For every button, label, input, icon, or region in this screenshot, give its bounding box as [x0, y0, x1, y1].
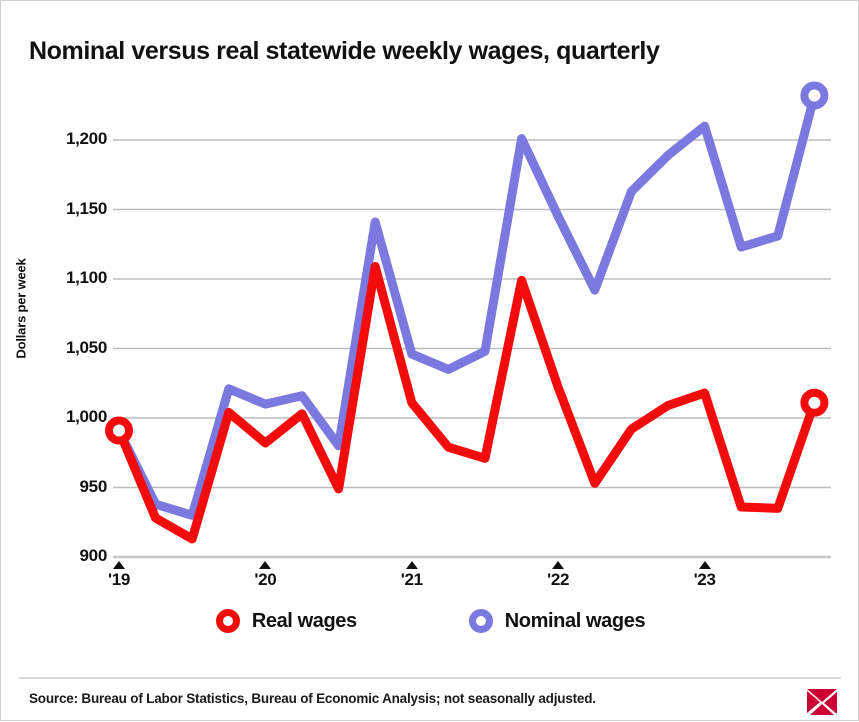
- x-tick-label: '19: [107, 570, 131, 589]
- x-tick-marker: [113, 561, 125, 569]
- publisher-logo: [807, 689, 837, 715]
- source-note: Source: Bureau of Labor Statistics, Bure…: [29, 691, 596, 706]
- x-tick-label: '20: [254, 570, 277, 589]
- series-line-nominal-wages: [114, 91, 819, 520]
- y-tick-label: 1,050: [65, 337, 107, 357]
- x-tick-marker: [552, 561, 565, 569]
- x-tick-label: '23: [693, 570, 716, 589]
- endpoint-marker: [105, 416, 133, 445]
- chart-legend: Real wages Nominal wages: [1, 609, 859, 633]
- y-tick-label: 950: [79, 476, 108, 496]
- y-tick-label: 1,000: [65, 407, 107, 426]
- y-tick-label: 1,100: [65, 268, 107, 287]
- y-tick-label: 900: [79, 546, 108, 565]
- legend-label: Nominal wages: [504, 609, 646, 632]
- page-title: Nominal versus real statewide weekly wag…: [29, 37, 660, 65]
- x-tick-marker: [259, 561, 272, 569]
- footer-divider: [19, 677, 841, 679]
- x-tick-marker: [405, 561, 418, 569]
- y-tick-label: 1,150: [65, 198, 107, 218]
- legend-item-real[interactable]: Real wages: [215, 609, 357, 633]
- x-tick-marker: [698, 561, 711, 569]
- legend-marker-icon: [468, 609, 493, 633]
- y-tick-label: 1,200: [65, 129, 107, 148]
- x-tick-label: '22: [547, 570, 570, 589]
- endpoint-marker: [800, 388, 829, 417]
- x-tick-label: '21: [400, 570, 423, 589]
- endpoint-marker: [800, 81, 829, 110]
- series-line-real-wages: [114, 261, 819, 544]
- legend-label: Real wages: [251, 609, 357, 632]
- legend-marker-icon: [215, 609, 240, 633]
- legend-item-nominal[interactable]: Nominal wages: [468, 609, 646, 633]
